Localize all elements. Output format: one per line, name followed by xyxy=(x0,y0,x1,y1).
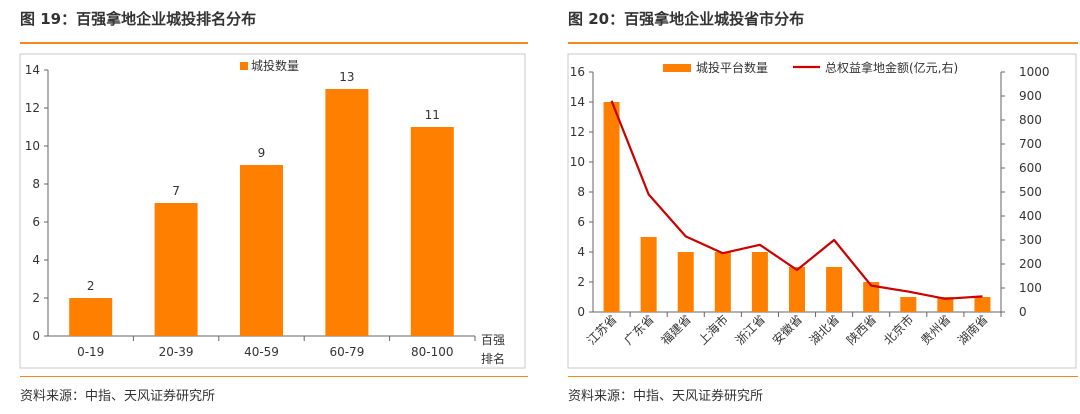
left-x-tick-label: 60-79 xyxy=(329,345,364,359)
left-y-tick-label: 6 xyxy=(32,215,40,229)
right-bar xyxy=(640,237,657,312)
right-bar xyxy=(974,297,991,312)
right-bar xyxy=(677,252,694,312)
left-y-tick-label: 4 xyxy=(32,253,40,267)
right-right-y-tick-label: 200 xyxy=(1019,257,1042,271)
left-bar-chart: 0 2 4 6 8 10 12 14 2 0-19 7 20-39 9 40-59 13 60-79 11 80-… xyxy=(19,53,526,369)
right-x-tick-label: 福建省 xyxy=(658,312,694,348)
right-right-y-tick-label: 400 xyxy=(1019,209,1042,223)
right-x-tick-label: 北京市 xyxy=(880,312,916,348)
right-line-series xyxy=(610,100,983,300)
left-x-axis-title-line2: 排名 xyxy=(481,351,505,366)
right-x-tick-label: 广东省 xyxy=(621,312,656,347)
left-bar-data-label: 9 xyxy=(258,146,266,160)
right-x-tick-label: 湖北省 xyxy=(806,312,842,348)
left-bar-data-label: 11 xyxy=(425,108,440,122)
right-figure-title: 图 20：百强拿地企业城投省市分布 xyxy=(568,10,805,28)
left-source-note: 资料来源：中指、天风证券研究所 xyxy=(20,389,216,404)
right-right-y-tick-label: 1000 xyxy=(1019,65,1050,79)
left-x-tick-label: 0-19 xyxy=(77,345,104,359)
left-title-rule xyxy=(20,42,528,44)
left-y-tick-label: 0 xyxy=(32,329,40,343)
left-x-axis-title-line1: 百强 xyxy=(481,333,505,347)
left-figure-title: 图 19：百强拿地企业城投排名分布 xyxy=(20,10,257,28)
right-right-y-tick-label: 900 xyxy=(1019,89,1042,103)
left-bar xyxy=(240,165,283,336)
left-bar xyxy=(410,127,454,336)
right-left-y-tick-label: 0 xyxy=(577,305,585,319)
right-title-rule xyxy=(568,42,1078,44)
right-left-y-tick-label: 16 xyxy=(570,65,585,79)
left-bar xyxy=(154,203,198,336)
right-bar xyxy=(603,102,620,312)
right-right-y-tick-label: 0 xyxy=(1019,305,1027,319)
left-figure-panel: 图 19：百强拿地企业城投排名分布 0 2 4 6 8 10 12 14 2 0-19 7 20-39… xyxy=(0,0,530,414)
right-right-y-tick-label: 600 xyxy=(1019,161,1042,175)
left-y-tick-label: 12 xyxy=(25,101,40,115)
right-left-y-tick-label: 8 xyxy=(577,185,585,199)
right-x-tick-label: 湖南省 xyxy=(955,312,991,348)
right-source-rule xyxy=(568,376,1078,377)
right-x-tick-label: 贵州省 xyxy=(918,312,953,347)
right-left-y-tick-label: 6 xyxy=(577,215,585,229)
left-plot-frame xyxy=(19,53,526,369)
right-x-tick-label: 浙江省 xyxy=(733,312,768,347)
right-legend-bar-label: 城投平台数量 xyxy=(696,60,768,75)
right-left-y-tick-label: 2 xyxy=(577,275,585,289)
right-bar xyxy=(937,297,954,312)
right-figure-panel: 图 20：百强拿地企业城投省市分布 0 2 4 6 8 10 12 14 16 0 100 200 30… xyxy=(548,0,1080,414)
left-x-tick-label: 40-59 xyxy=(244,345,279,359)
right-left-y-tick-label: 12 xyxy=(570,125,585,139)
left-bar xyxy=(325,89,369,336)
right-left-y-tick-label: 4 xyxy=(577,245,585,259)
left-y-tick-label: 10 xyxy=(25,139,40,153)
right-legend-line-label: 总权益拿地金额(亿元,右) xyxy=(825,60,958,75)
right-plot-frame xyxy=(567,53,1077,369)
right-bar xyxy=(714,252,731,312)
right-right-y-tick-label: 700 xyxy=(1019,137,1042,151)
right-right-y-tick-label: 100 xyxy=(1019,281,1042,295)
right-bar xyxy=(900,297,917,312)
right-legend-bar-swatch xyxy=(663,64,691,72)
right-bar xyxy=(751,252,768,312)
left-y-tick-label: 2 xyxy=(32,291,40,305)
left-source-rule xyxy=(20,376,528,377)
right-right-y-tick-label: 500 xyxy=(1019,185,1042,199)
right-bar xyxy=(863,282,880,312)
left-x-tick-label: 20-39 xyxy=(159,345,194,359)
left-y-tick-label: 8 xyxy=(32,177,40,191)
left-legend-swatch xyxy=(240,62,248,70)
left-bar-data-label: 2 xyxy=(87,279,95,293)
right-left-y-tick-label: 10 xyxy=(570,155,585,169)
right-left-y-tick-label: 14 xyxy=(570,95,585,109)
left-legend-label: 城投数量 xyxy=(251,58,299,73)
left-bar-data-label: 13 xyxy=(339,70,354,84)
right-bar xyxy=(789,267,805,312)
right-x-tick-label: 江苏省 xyxy=(584,312,619,347)
right-bar xyxy=(826,267,843,312)
right-right-y-tick-label: 300 xyxy=(1019,233,1042,247)
left-y-tick-label: 14 xyxy=(25,63,40,77)
right-x-tick-label: 上海市 xyxy=(695,312,731,348)
right-right-y-tick-label: 800 xyxy=(1019,113,1042,127)
left-bar xyxy=(69,298,113,336)
right-combo-chart: 0 2 4 6 8 10 12 14 16 0 100 200 300 400 500 600 700 800 90… xyxy=(567,53,1077,369)
right-x-tick-label: 陕西省 xyxy=(843,312,879,348)
left-bar-data-label: 7 xyxy=(172,184,180,198)
right-source-note: 资料来源：中指、天风证券研究所 xyxy=(568,389,764,404)
right-x-tick-label: 安徽省 xyxy=(769,312,805,348)
left-x-tick-label: 80-100 xyxy=(411,345,454,359)
